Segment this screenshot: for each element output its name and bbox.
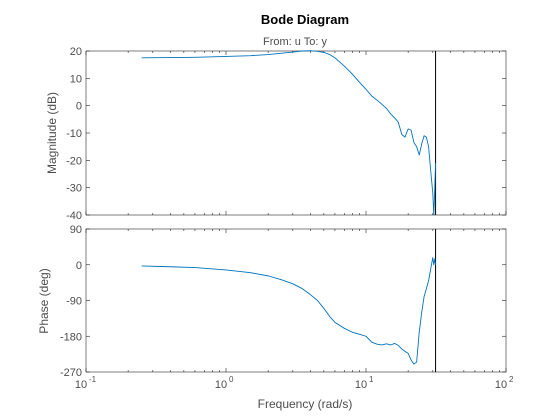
x-tick-exponent: -1	[89, 375, 97, 384]
chart-title: Bode Diagram	[261, 12, 349, 27]
magnitude-y-tick-label: -30	[66, 183, 82, 195]
phase-y-tick-label: -90	[66, 296, 82, 308]
x-axis-label: Frequency (rad/s)	[258, 397, 353, 411]
phase-ylabel: Phase (deg)	[37, 268, 51, 333]
magnitude-response-line	[141, 50, 437, 216]
x-tick-exponent: 2	[509, 375, 514, 384]
x-tick-exponent: 1	[369, 375, 374, 384]
phase-y-tick-label: 90	[70, 224, 82, 236]
magnitude-y-tick-label: -10	[66, 128, 82, 140]
magnitude-y-tick-label: 20	[70, 46, 82, 58]
x-tick-exponent: 0	[229, 375, 234, 384]
phase-y-tick-label: 0	[76, 260, 82, 272]
chart-subtitle: From: u To: y	[263, 36, 327, 48]
magnitude-y-tick-label: -40	[66, 210, 82, 222]
phase-response-line	[141, 257, 437, 365]
magnitude-ylabel: Magnitude (dB)	[45, 92, 59, 174]
phase-y-tick-label: -180	[60, 331, 82, 343]
phase-axes-box	[85, 228, 507, 373]
magnitude-y-tick-label: -20	[66, 155, 82, 167]
x-tick-label: 10	[355, 379, 367, 391]
phase-y-tick-label: -270	[60, 367, 82, 379]
x-tick-label: 10	[495, 379, 507, 391]
x-tick-label: 10	[215, 379, 227, 391]
magnitude-y-tick-label: 0	[76, 101, 82, 113]
magnitude-y-tick-label: 10	[70, 73, 82, 85]
magnitude-axes-box	[85, 50, 507, 216]
x-tick-label: 10	[75, 379, 87, 391]
